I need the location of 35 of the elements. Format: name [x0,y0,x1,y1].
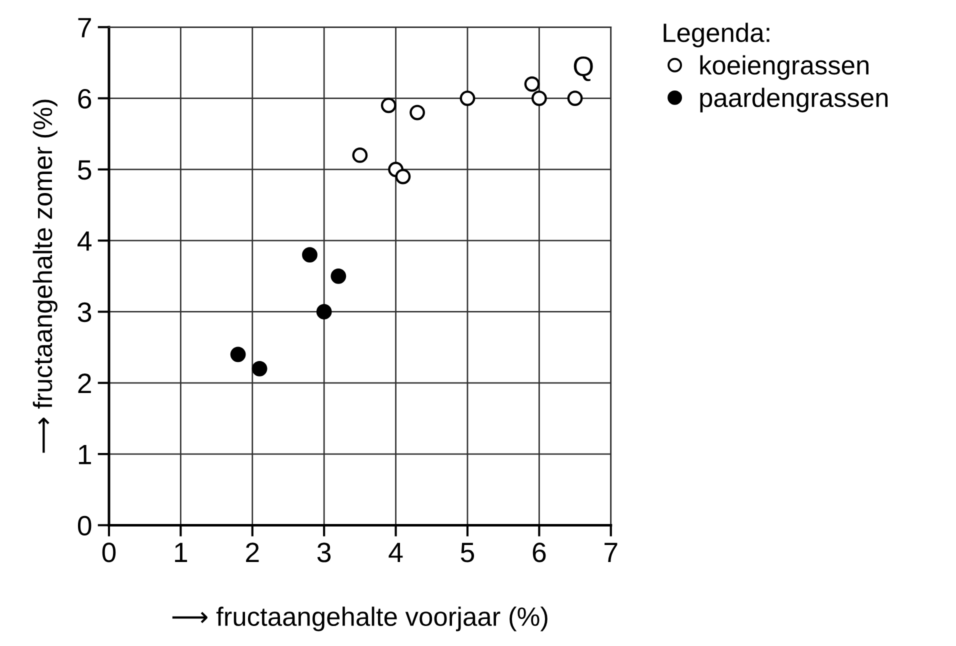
y-axis-title: ⟶ fructaangehalte zomer (%) [32,100,58,453]
y-tick-label: 2 [78,374,91,393]
legend-label: paardengrassen [700,88,888,112]
x-tick-label: 2 [246,542,259,562]
point [567,90,583,106]
y-tick-label: 4 [78,232,92,251]
point [410,104,425,120]
y-tick-label: 3 [78,302,92,322]
x-tick-label: 3 [317,542,331,562]
y-tick-label: 5 [78,160,92,180]
point [302,247,318,263]
point [330,268,346,284]
x-tick-label: 0 [102,542,116,562]
point [230,346,246,362]
point [460,90,476,106]
point [380,98,396,114]
point [252,360,268,376]
legend-label: koeiengrassen [700,55,868,80]
point [352,148,368,163]
x-tick-label: 5 [460,542,474,562]
y-tick-label: 6 [78,88,92,109]
x-tick-label: 7 [604,542,618,562]
x-axis-title: ⟶ fructaangehalte voorjaar (%) [172,606,548,632]
point [395,168,411,184]
x-tick-label: 6 [532,542,546,562]
legend-title: Legenda: [664,22,770,48]
y-tick-label: 7 [78,18,91,38]
point [531,90,547,106]
annotation: Q [574,56,593,82]
y-tick-label: 1 [78,445,91,464]
y-tick-label: 0 [78,516,92,536]
x-tick-label: 1 [175,542,188,562]
point [316,304,332,320]
point [524,76,540,92]
x-tick-label: 4 [388,542,403,562]
